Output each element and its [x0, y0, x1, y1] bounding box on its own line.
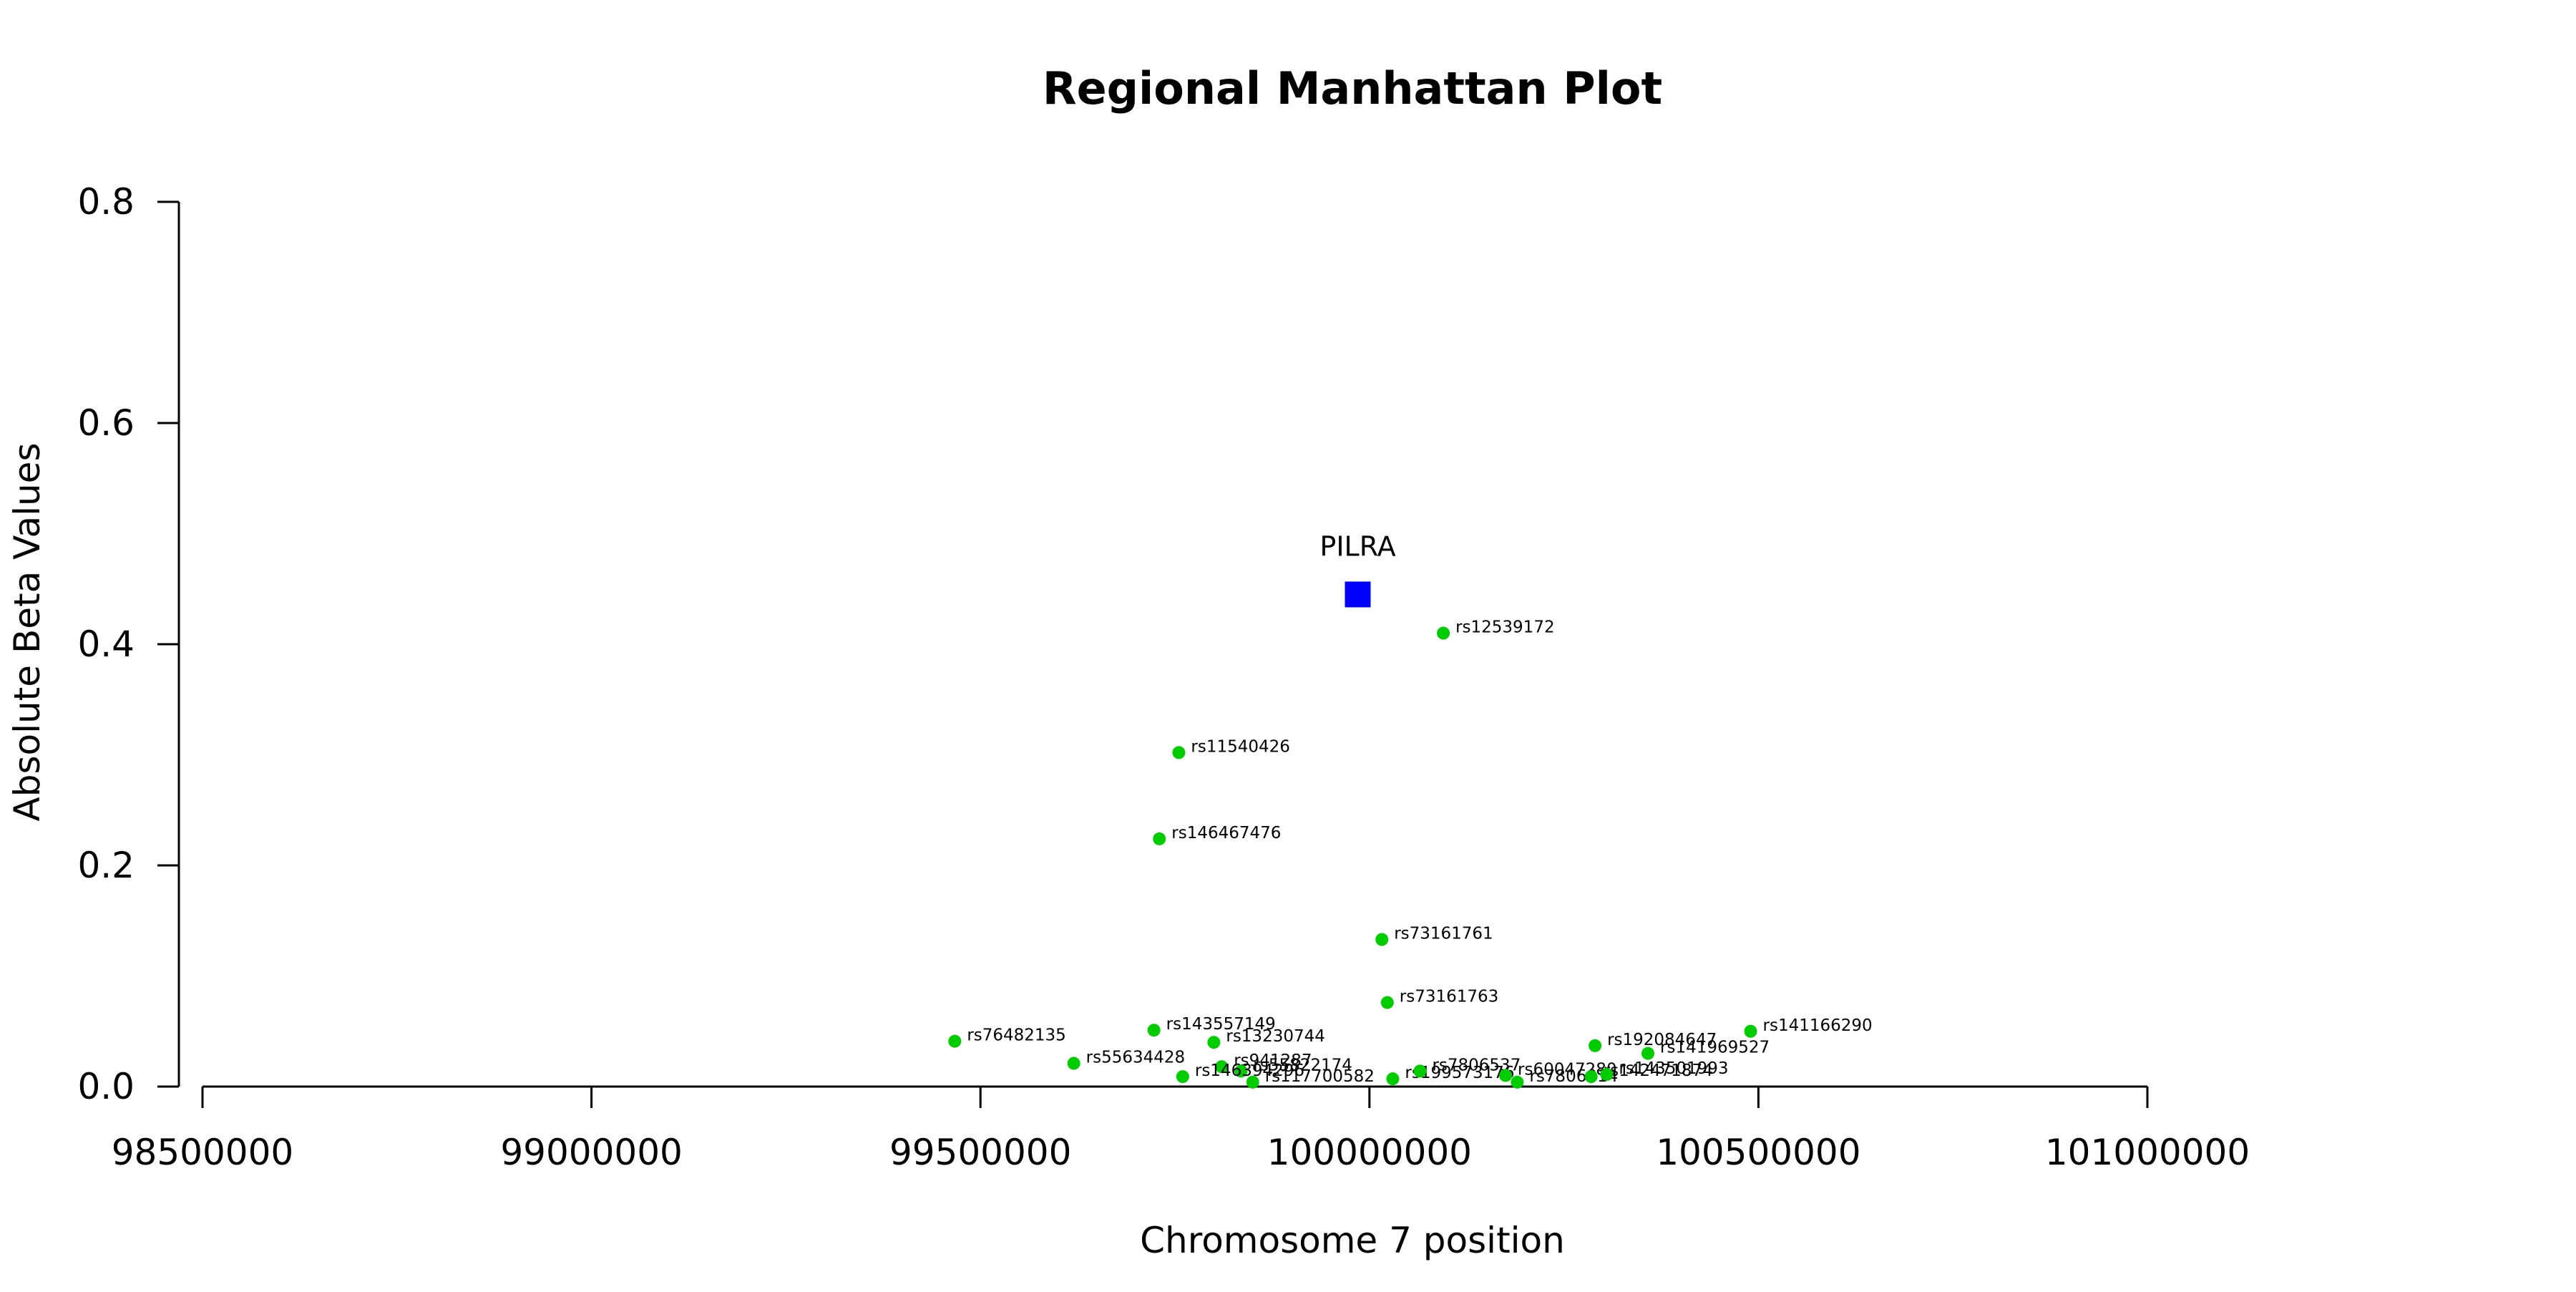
- snp-point: [1511, 1075, 1524, 1089]
- snp-point: [1246, 1075, 1259, 1089]
- snp-point: [1172, 746, 1186, 759]
- x-tick-label: 99500000: [889, 1132, 1072, 1173]
- y-tick-label: 0.8: [77, 181, 135, 223]
- snp-label: rs143501993: [1619, 1059, 1728, 1078]
- snp-point: [1584, 1070, 1598, 1084]
- x-tick-label: 100500000: [1656, 1132, 1860, 1173]
- snp-point: [1600, 1068, 1614, 1082]
- snp-point: [1386, 1072, 1400, 1086]
- snp-label: rs941287: [1234, 1051, 1312, 1070]
- snp-point: [1176, 1070, 1189, 1084]
- snp-point: [1589, 1039, 1602, 1052]
- snp-point: [1153, 832, 1166, 845]
- snp-label: rs192084647: [1607, 1031, 1717, 1049]
- snp-point: [1207, 1036, 1221, 1049]
- y-tick-label: 0.0: [77, 1066, 135, 1107]
- x-tick-label: 98500000: [112, 1132, 294, 1173]
- snp-point: [1215, 1060, 1229, 1074]
- data-points: rs12539172 rs11540426 rs146467476 rs7316176…: [948, 618, 1873, 1089]
- y-axis-ticks: 0.0 0.2 0.4 0.6 0.8: [77, 181, 179, 1107]
- snp-point: [1234, 1064, 1248, 1078]
- snp-label: rs141969527: [1660, 1039, 1770, 1057]
- snp-label: rs12539172: [1455, 618, 1555, 637]
- gene-layer: PILRA: [1319, 530, 1396, 608]
- x-tick-label: 100000000: [1267, 1132, 1472, 1173]
- snp-point: [1499, 1069, 1513, 1082]
- chart-title: Regional Manhattan Plot: [1043, 62, 1662, 115]
- snp-point: [1413, 1064, 1427, 1078]
- y-tick-label: 0.4: [77, 623, 135, 665]
- snp-point: [1380, 996, 1394, 1009]
- x-axis-ticks: 98500000 99000000 99500000 100000000 1005000…: [112, 1087, 2250, 1173]
- snp-point: [948, 1034, 962, 1048]
- y-axis-label: Absolute Beta Values: [6, 443, 48, 822]
- snp-point: [1375, 933, 1389, 946]
- snp-label: rs11540426: [1191, 737, 1290, 756]
- snp-label: rs60047280: [1518, 1061, 1617, 1079]
- x-axis-label: Chromosome 7 position: [1140, 1220, 1565, 1261]
- snp-label: rs141166290: [1763, 1016, 1873, 1035]
- snp-label: rs146467476: [1171, 824, 1281, 842]
- snp-point: [1067, 1057, 1080, 1070]
- snp-label: rs76482135: [967, 1026, 1066, 1045]
- snp-label: rs142471874: [1604, 1062, 1713, 1080]
- snp-point: [1641, 1046, 1655, 1060]
- snp-point: [1437, 626, 1450, 640]
- gene-marker: [1345, 581, 1371, 608]
- y-tick-label: 0.2: [77, 845, 135, 886]
- snp-point: [1744, 1024, 1757, 1038]
- snp-label: rs73161763: [1400, 988, 1499, 1006]
- y-tick-label: 0.6: [77, 402, 135, 444]
- x-tick-label: 101000000: [2045, 1132, 2250, 1173]
- snp-label: rs117700582: [1265, 1067, 1375, 1086]
- snp-label: rs13230744: [1226, 1027, 1325, 1046]
- snp-label: rs55634428: [1086, 1049, 1186, 1067]
- snp-label: rs55822174: [1253, 1056, 1352, 1074]
- gene-label: PILRA: [1319, 530, 1395, 562]
- snp-label: rs143557149: [1166, 1015, 1276, 1034]
- snp-label: rs73161761: [1394, 925, 1493, 943]
- snp-point: [1147, 1024, 1161, 1037]
- x-tick-label: 99000000: [500, 1132, 683, 1173]
